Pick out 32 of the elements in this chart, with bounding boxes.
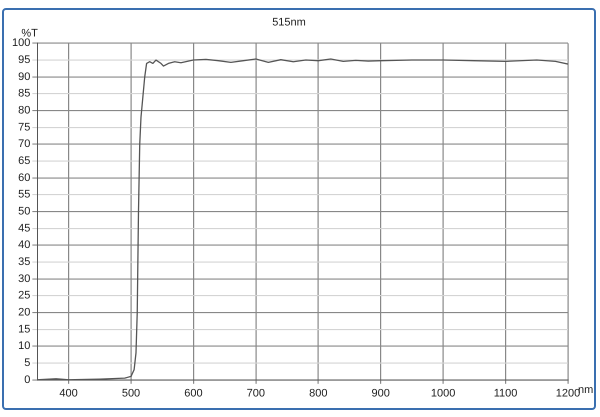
chart-title: 515nm bbox=[272, 16, 306, 29]
y-tick-label: 15 bbox=[18, 323, 30, 336]
y-tick-label: 5 bbox=[24, 357, 30, 369]
y-tick-label: 80 bbox=[18, 104, 30, 117]
y-tick-label: 10 bbox=[18, 340, 30, 352]
y-tick-label: 50 bbox=[18, 206, 30, 218]
y-tick-label: 65 bbox=[18, 155, 30, 168]
y-tick-label: 25 bbox=[18, 290, 30, 302]
y-tick-label: 60 bbox=[18, 172, 30, 184]
x-tick-label: 400 bbox=[59, 387, 78, 400]
y-tick-label: 45 bbox=[18, 222, 30, 234]
y-tick-label: 90 bbox=[18, 70, 30, 83]
x-tick-label: 700 bbox=[246, 387, 266, 400]
x-tick-label: 1100 bbox=[494, 387, 518, 400]
x-tick-label: 800 bbox=[309, 387, 328, 400]
y-tick-label: 85 bbox=[18, 88, 30, 100]
y-tick-label: 35 bbox=[18, 256, 30, 268]
x-tick-label: 600 bbox=[184, 387, 203, 400]
y-tick-label: 0 bbox=[24, 374, 30, 386]
y-tick-label: 55 bbox=[18, 188, 30, 201]
x-tick-label: 900 bbox=[372, 387, 390, 400]
y-tick-label: 30 bbox=[18, 272, 30, 285]
y-tick-label: 95 bbox=[18, 54, 30, 66]
y-axis-title: %T bbox=[21, 28, 38, 40]
y-tick-label: 100 bbox=[12, 37, 30, 50]
x-tick-label: 500 bbox=[122, 387, 140, 400]
y-tick-label: 40 bbox=[18, 239, 30, 252]
y-tick-label: 20 bbox=[18, 306, 30, 319]
x-tick-label: 1200 bbox=[556, 387, 580, 400]
y-tick-label: 75 bbox=[18, 121, 30, 134]
x-tick-label: 1000 bbox=[430, 387, 456, 400]
y-tick-label: 70 bbox=[18, 138, 30, 150]
